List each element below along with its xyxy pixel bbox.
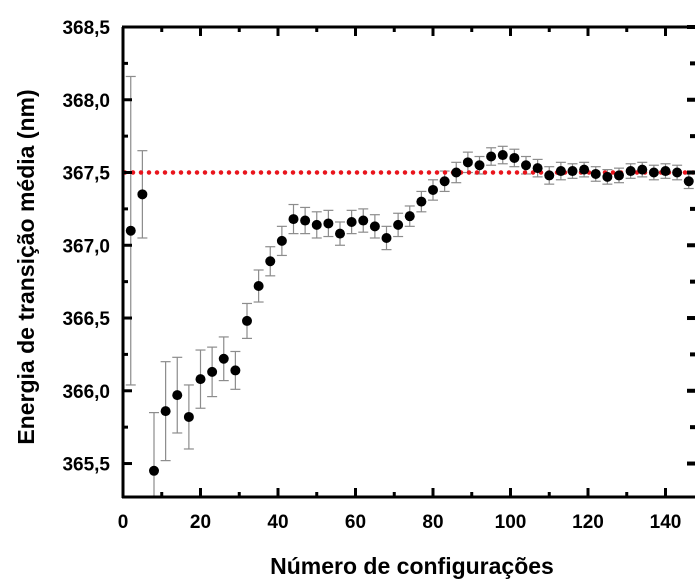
- data-point: [358, 215, 369, 226]
- x-tick-label: 20: [190, 512, 211, 533]
- data-point: [323, 218, 334, 229]
- data-point: [381, 232, 392, 243]
- y-tick-label: 367,0: [62, 236, 110, 257]
- data-point: [625, 166, 636, 177]
- data-point: [590, 168, 601, 179]
- data-point: [602, 171, 613, 182]
- data-point: [335, 228, 345, 239]
- data-point: [672, 167, 683, 178]
- x-tick-label: 40: [267, 512, 288, 533]
- y-tick-label: 368,0: [62, 91, 110, 112]
- y-tick-label: 368,5: [62, 18, 110, 39]
- data-point: [497, 150, 508, 161]
- axis-ticks: [121, 25, 695, 497]
- data-point: [253, 281, 264, 292]
- x-tick-label: 120: [572, 512, 604, 533]
- data-point: [486, 151, 497, 162]
- data-point: [532, 163, 543, 174]
- data-point: [346, 216, 357, 227]
- data-point: [393, 219, 404, 230]
- data-point: [183, 411, 194, 422]
- data-point: [265, 256, 276, 267]
- data-point: [276, 235, 287, 246]
- data-point: [195, 374, 206, 385]
- data-point: [404, 211, 415, 222]
- data-point: [242, 315, 252, 326]
- data-point: [439, 176, 450, 187]
- data-point: [451, 167, 462, 178]
- data-point: [567, 166, 578, 177]
- data-point: [230, 365, 241, 376]
- x-tick-label: 80: [422, 512, 443, 533]
- data-point: [149, 465, 159, 476]
- y-tick-label: 366,0: [62, 382, 110, 403]
- y-tick-label: 365,5: [62, 455, 110, 476]
- data-point: [579, 164, 590, 175]
- data-point: [521, 160, 531, 171]
- x-axis-title: Número de configurações: [270, 553, 554, 579]
- y-tick-label: 366,5: [62, 309, 110, 330]
- data-point: [648, 167, 659, 178]
- y-tick-label: 367,5: [62, 164, 110, 185]
- data-point: [137, 189, 148, 200]
- data-point: [660, 166, 671, 177]
- data-point: [125, 225, 136, 236]
- y-tick-labels: 365,5 366,0 366,5 367,0 367,5 368,0 368,5: [62, 18, 110, 476]
- x-tick-label: 100: [495, 512, 527, 533]
- data-point: [416, 196, 427, 207]
- data-points: [125, 150, 694, 476]
- data-point: [509, 152, 520, 163]
- data-point: [311, 219, 322, 230]
- x-tick-labels: 0 20 40 60 80 100 120 140: [118, 512, 682, 533]
- data-point: [207, 366, 218, 377]
- data-point: [462, 157, 473, 168]
- data-point: [614, 170, 624, 181]
- data-point: [474, 160, 485, 171]
- data-point: [555, 166, 566, 177]
- data-point: [544, 170, 555, 181]
- data-point: [172, 390, 183, 401]
- data-point: [288, 214, 299, 225]
- data-point: [300, 215, 311, 226]
- y-axis-title: Energia de transição média (nm): [13, 89, 39, 444]
- x-tick-label: 0: [118, 512, 129, 533]
- data-point: [218, 353, 229, 364]
- data-point: [428, 184, 438, 195]
- data-point: [637, 164, 648, 175]
- data-point: [160, 406, 171, 417]
- x-tick-label: 140: [650, 512, 682, 533]
- data-point: [369, 221, 380, 232]
- x-tick-label: 60: [345, 512, 366, 533]
- data-point: [683, 176, 694, 187]
- errorbars: [125, 75, 694, 496]
